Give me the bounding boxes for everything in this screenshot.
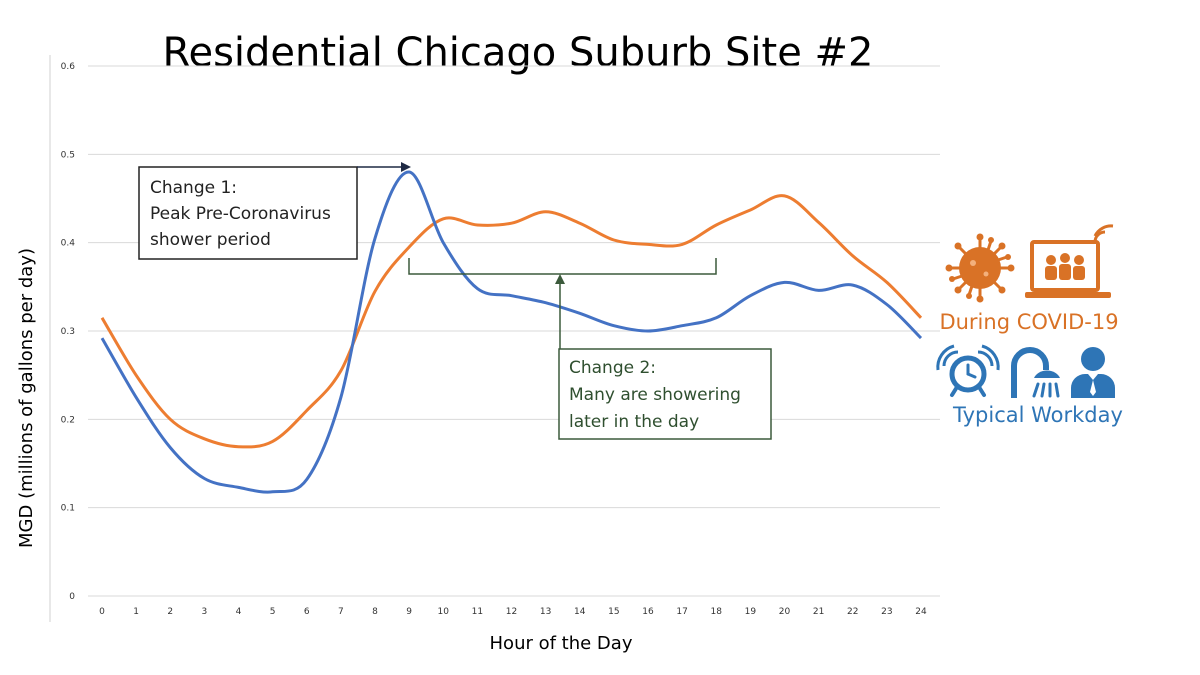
x-tick-label: 20 [779, 607, 791, 617]
x-tick-labels: 0 1 2 3 4 5 6 7 8 9 10 11 12 13 14 15 16 17 18 19 20 21 22 23 24 [99, 607, 927, 617]
annotation-change-2-arrowhead [555, 274, 565, 284]
annotation-change-2: Change 2: Many are showering later in th… [408, 258, 772, 440]
legend-workday: Typical Workday [936, 344, 1123, 427]
x-tick-label: 11 [472, 607, 483, 617]
shower-icon [1011, 347, 1060, 398]
legend-covid-label: During COVID-19 [939, 310, 1118, 334]
x-tick-label: 12 [506, 607, 517, 617]
chart-title: Residential Chicago Suburb Site #2 [162, 30, 873, 76]
y-axis-label: MGD (millions of gallons per day) [16, 248, 37, 548]
annotation-change-1-arrowhead [401, 162, 411, 172]
x-tick-label: 16 [642, 607, 654, 617]
x-tick-label: 7 [338, 607, 344, 617]
x-tick-label: 8 [372, 607, 378, 617]
businessman-icon [1071, 347, 1115, 398]
x-tick-label: 3 [202, 607, 208, 617]
x-axis-label: Hour of the Day [490, 633, 633, 654]
annotation-change-1-line-1: Change 1: [150, 178, 237, 198]
legend-covid: During COVID-19 [939, 224, 1119, 334]
x-tick-label: 23 [881, 607, 892, 617]
virus-icon [945, 233, 1015, 303]
legend-workday-label: Typical Workday [952, 403, 1123, 427]
x-tick-label: 19 [745, 607, 757, 617]
x-tick-label: 2 [167, 607, 173, 617]
alarm-clock-icon [936, 344, 1000, 397]
y-tick-label: 0.4 [61, 239, 76, 249]
x-tick-label: 9 [406, 607, 412, 617]
series-line-typical-workday [100, 170, 923, 494]
annotation-change-1: Change 1: Peak Pre-Coronavirus shower pe… [138, 162, 411, 260]
y-tick-label: 0.5 [61, 150, 75, 160]
annotation-change-2-bracket [408, 258, 717, 275]
gridlines [88, 65, 940, 597]
x-tick-label: 22 [847, 607, 858, 617]
x-tick-label: 24 [915, 607, 927, 617]
x-tick-label: 14 [574, 607, 586, 617]
annotation-change-1-line-2: Peak Pre-Coronavirus [150, 204, 331, 224]
x-tick-label: 10 [438, 607, 450, 617]
annotation-change-2-line-2: Many are showering [569, 385, 741, 405]
y-tick-label: 0 [69, 592, 75, 602]
y-tick-labels: 0 0.1 0.2 0.3 0.4 0.5 0.6 [61, 62, 76, 602]
x-tick-label: 5 [270, 607, 276, 617]
x-tick-label: 4 [236, 607, 242, 617]
series-line-during-covid [100, 194, 923, 449]
annotation-change-2-line-3: later in the day [569, 412, 699, 432]
annotation-change-1-box [138, 166, 358, 260]
y-tick-label: 0.2 [61, 415, 75, 425]
x-tick-label: 15 [608, 607, 619, 617]
annotation-change-2-line-1: Change 2: [569, 358, 656, 378]
x-tick-label: 17 [676, 607, 687, 617]
x-tick-label: 21 [813, 607, 824, 617]
series-lines [100, 170, 923, 494]
annotation-change-2-box [558, 348, 772, 440]
x-tick-label: 18 [711, 607, 723, 617]
annotation-change-1-line-3: shower period [150, 230, 271, 250]
y-tick-label: 0.6 [61, 62, 76, 72]
x-tick-label: 0 [99, 607, 105, 617]
y-tick-label: 0.1 [61, 504, 75, 514]
y-tick-label: 0.3 [61, 327, 75, 337]
x-tick-label: 6 [304, 607, 310, 617]
x-tick-label: 13 [540, 607, 551, 617]
x-tick-label: 1 [133, 607, 139, 617]
video-conference-laptop-icon [1025, 224, 1114, 298]
